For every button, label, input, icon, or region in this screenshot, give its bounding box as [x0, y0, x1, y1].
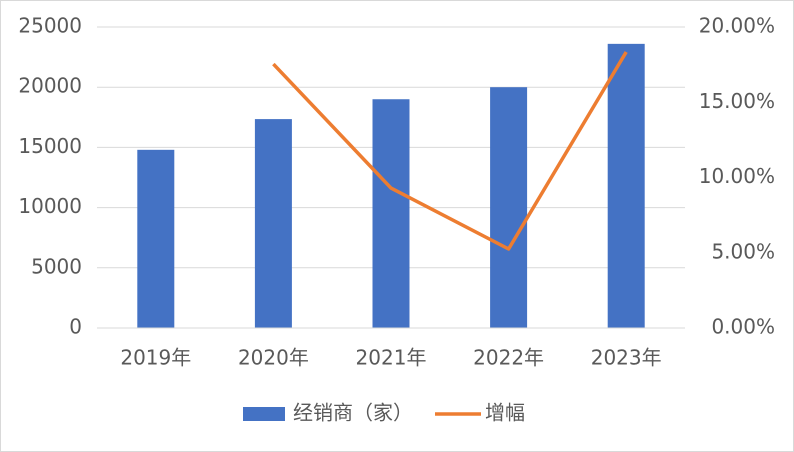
bar	[372, 99, 410, 329]
bar	[607, 43, 645, 329]
y-tick-label: 5000	[31, 254, 82, 278]
x-tick-label: 2021年	[356, 346, 427, 370]
legend-label: 经销商（家）	[293, 401, 413, 425]
y2-tick-label: 5.00%	[711, 239, 775, 263]
bar	[137, 149, 175, 328]
y-tick-label: 25000	[18, 14, 82, 38]
line	[272, 51, 628, 251]
bar	[254, 119, 292, 328]
y2-tick-label: 20.00%	[699, 14, 775, 38]
legend-swatch	[243, 407, 285, 421]
x-tick-label: 2020年	[238, 346, 309, 370]
y-tick-label: 10000	[18, 194, 82, 218]
y-tick-label: 15000	[18, 134, 82, 158]
y-tick-label: 20000	[18, 74, 82, 98]
y2-tick-label: 0.00%	[711, 315, 775, 339]
x-tick-label: 2023年	[591, 346, 662, 370]
y2-tick-label: 10.00%	[699, 164, 775, 188]
x-tick-label: 2022年	[473, 346, 544, 370]
x-tick-label: 2019年	[120, 346, 191, 370]
legend-label: 增幅	[485, 401, 525, 425]
bar	[490, 87, 528, 328]
y2-tick-label: 15.00%	[699, 89, 775, 113]
y-tick-label: 0	[69, 315, 82, 339]
